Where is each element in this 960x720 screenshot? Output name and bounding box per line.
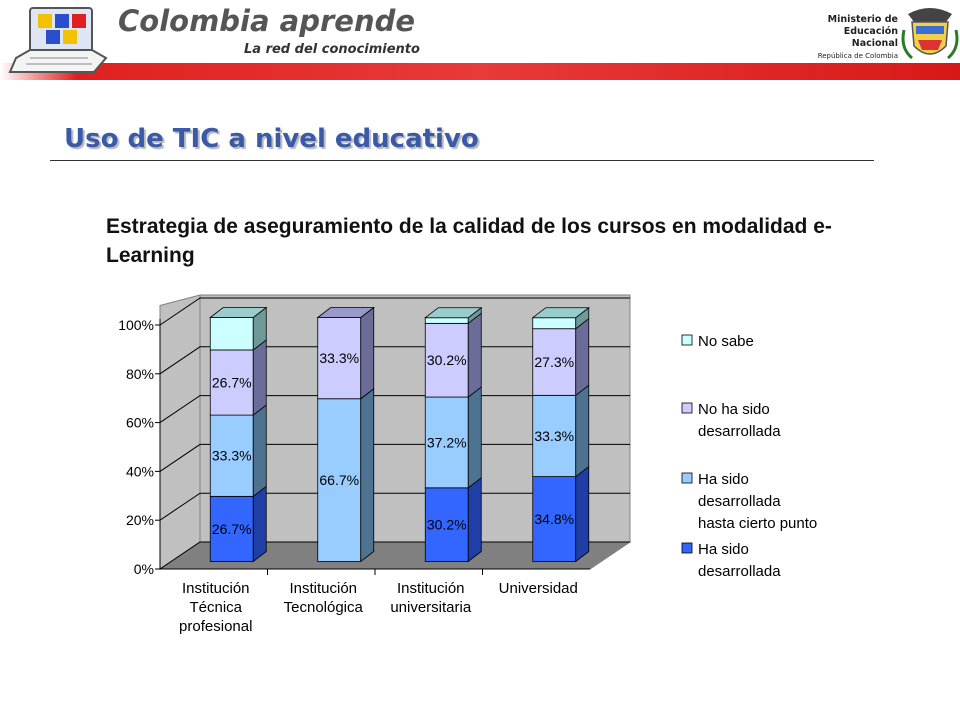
header-banner: Colombia aprende La red del conocimiento… bbox=[0, 0, 960, 80]
data-label: 26.7% bbox=[212, 521, 252, 537]
laptop-logo-icon bbox=[8, 7, 108, 73]
bar-segment-side bbox=[467, 312, 482, 398]
bar-segment bbox=[209, 495, 254, 562]
legend-swatch bbox=[681, 472, 693, 484]
header-graphics bbox=[0, 7, 960, 80]
bar-segment-top bbox=[316, 307, 375, 318]
chart-subtitle: Estrategia de aseguramiento de la calida… bbox=[106, 215, 832, 267]
ministry-line: Nacional bbox=[851, 38, 898, 49]
bar-segment bbox=[424, 322, 469, 398]
bar-segment bbox=[317, 317, 362, 400]
brand-subtitle: La red del conocimiento bbox=[244, 42, 420, 57]
gridline bbox=[159, 297, 630, 326]
legend-swatch bbox=[681, 402, 693, 414]
data-label: 26.7% bbox=[212, 375, 252, 391]
ministry-line: Ministerio de bbox=[827, 14, 898, 25]
bar-segment-side bbox=[575, 317, 590, 397]
data-label: 30.2% bbox=[427, 352, 467, 368]
bar-segment-side bbox=[467, 386, 482, 489]
brand-title: Colombia aprende bbox=[118, 4, 416, 38]
bar-segment-side bbox=[252, 339, 267, 416]
bar-segment bbox=[532, 328, 577, 396]
bar-segment bbox=[424, 487, 469, 562]
y-tick-label: 100% bbox=[118, 317, 154, 333]
legend-entry: desarrollada bbox=[698, 423, 781, 440]
bar-segment-top bbox=[209, 307, 268, 318]
bar-segment-side bbox=[252, 404, 267, 498]
gridline bbox=[159, 492, 630, 521]
data-label: 33.3% bbox=[319, 350, 359, 366]
ministry-line: Educación bbox=[843, 26, 898, 37]
y-tick-label: 0% bbox=[134, 561, 154, 577]
bar-segment-side bbox=[575, 465, 590, 563]
data-label: 37.2% bbox=[427, 434, 467, 450]
bar-segment bbox=[424, 317, 469, 324]
legend-entry: hasta cierto punto bbox=[698, 515, 817, 532]
legend-entry: No sabe bbox=[698, 333, 754, 350]
x-tick-label: Universidad bbox=[499, 580, 578, 597]
gridline bbox=[159, 443, 630, 472]
page-title: Uso de TIC a nivel educativo bbox=[64, 124, 479, 154]
ministry-logo-text: Ministerio de Educación Nacional Repúbli… bbox=[818, 14, 898, 62]
data-label: 30.2% bbox=[427, 517, 467, 533]
x-tick-label: Técnica bbox=[189, 599, 242, 616]
x-tick-label: Institución bbox=[182, 580, 250, 597]
x-tick-label: Tecnológica bbox=[284, 599, 364, 616]
gridline bbox=[159, 541, 630, 570]
legend-entry: Ha sido bbox=[698, 471, 749, 488]
legend-swatch bbox=[681, 334, 693, 346]
bar-segment-top bbox=[424, 307, 483, 319]
x-tick-label: Institución bbox=[397, 580, 465, 597]
legend-entry: desarrollada bbox=[698, 563, 781, 580]
legend-entry: desarrollada bbox=[698, 493, 781, 510]
bar-segment bbox=[317, 398, 362, 562]
data-label: 66.7% bbox=[319, 472, 359, 488]
legend-entry: No ha sido bbox=[698, 401, 770, 418]
data-label: 33.3% bbox=[212, 448, 252, 464]
gridline bbox=[159, 395, 630, 424]
title-divider bbox=[50, 160, 874, 161]
coat-of-arms-icon bbox=[901, 8, 959, 60]
bar-segment bbox=[209, 317, 254, 351]
x-tick-label: Institución bbox=[289, 580, 357, 597]
gridline bbox=[159, 346, 630, 375]
bar-segment bbox=[424, 396, 469, 489]
bar-segment-side bbox=[252, 485, 267, 563]
data-label: 34.8% bbox=[534, 511, 574, 527]
legend-swatch bbox=[681, 542, 693, 554]
x-tick-label: profesional bbox=[179, 618, 252, 635]
ministry-country: República de Colombia bbox=[817, 52, 898, 60]
bar-segment-side bbox=[575, 384, 590, 478]
y-tick-label: 20% bbox=[126, 512, 154, 528]
bar-segment bbox=[532, 476, 577, 562]
x-tick-label: universitaria bbox=[390, 599, 472, 616]
data-label: 27.3% bbox=[534, 354, 574, 370]
bar-segment-top bbox=[531, 307, 590, 319]
y-tick-label: 40% bbox=[126, 463, 154, 479]
legend-entry: Ha sido bbox=[698, 541, 749, 558]
bar-segment-side bbox=[360, 306, 375, 400]
y-tick-label: 60% bbox=[126, 415, 154, 431]
bar-segment-side bbox=[467, 476, 482, 563]
bar-segment-side bbox=[360, 387, 375, 563]
data-label: 33.3% bbox=[534, 428, 574, 444]
bar-segment bbox=[532, 317, 577, 330]
header-red-stripe bbox=[0, 63, 960, 80]
y-tick-label: 80% bbox=[126, 366, 154, 382]
